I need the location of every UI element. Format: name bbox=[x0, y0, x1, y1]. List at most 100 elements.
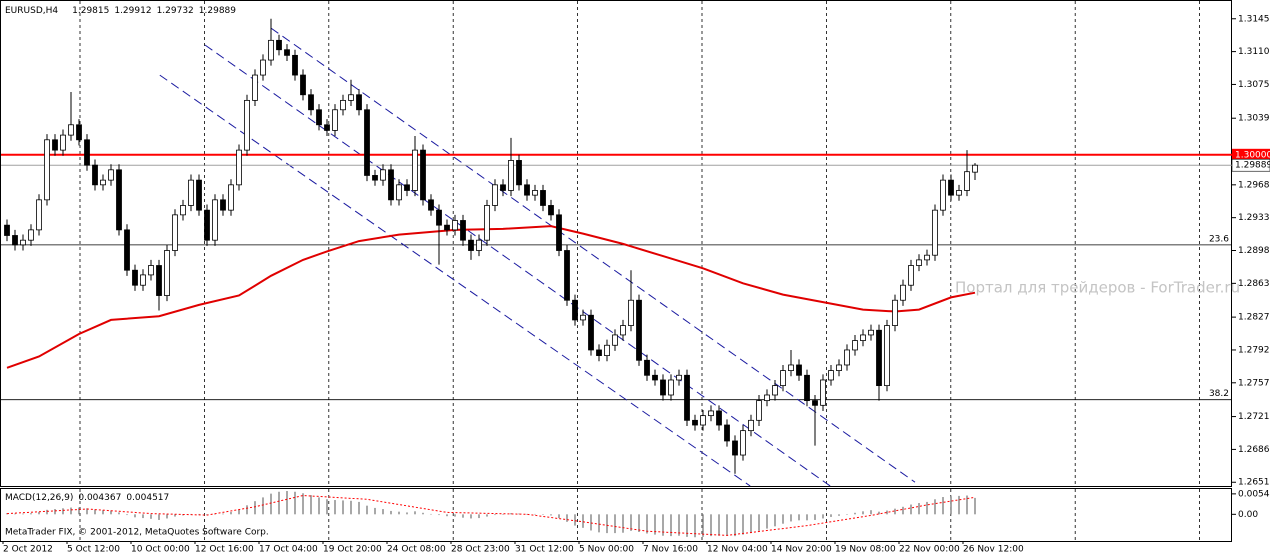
macd-bar bbox=[6, 513, 8, 515]
candle-body bbox=[964, 171, 970, 191]
y-tick-label: 1.28630 bbox=[1238, 279, 1270, 289]
candle-body bbox=[908, 265, 914, 286]
candle-body bbox=[540, 190, 546, 206]
macd-bar bbox=[110, 510, 112, 515]
macd-bar bbox=[438, 514, 440, 516]
candle-body bbox=[556, 214, 562, 251]
candle-body bbox=[452, 220, 458, 231]
y-tick-label: 1.29330 bbox=[1238, 213, 1270, 223]
candle-body bbox=[532, 190, 538, 196]
candle-body bbox=[852, 340, 858, 351]
macd-bar bbox=[606, 514, 608, 534]
macd-bar bbox=[910, 504, 912, 515]
x-tick-label: 5 Oct 12:00 bbox=[67, 545, 120, 555]
macd-bar bbox=[54, 509, 56, 515]
macd-bar bbox=[454, 514, 456, 517]
candle-body bbox=[228, 184, 234, 211]
macd-bar bbox=[710, 514, 712, 537]
candle-body bbox=[92, 164, 98, 186]
macd-bar bbox=[166, 514, 168, 519]
macd-bar bbox=[238, 509, 240, 515]
moving-average bbox=[6, 225, 976, 369]
macd-bar bbox=[726, 514, 728, 536]
x-tick-label: 2 Oct 2012 bbox=[3, 545, 53, 555]
macd-bar bbox=[422, 512, 424, 515]
macd-bar bbox=[302, 493, 304, 515]
candle-body bbox=[868, 329, 874, 336]
last-open: 1.29815 bbox=[72, 6, 109, 16]
macd-bar bbox=[158, 514, 160, 520]
macd-bar bbox=[766, 514, 768, 529]
macd-bar bbox=[630, 514, 632, 531]
candle-body bbox=[36, 199, 42, 231]
x-tick-label: 28 Oct 23:00 bbox=[451, 545, 510, 555]
macd-bar bbox=[862, 511, 864, 515]
macd-bar bbox=[478, 514, 480, 519]
macd-bar bbox=[566, 514, 568, 522]
candle-body bbox=[44, 139, 50, 201]
macd-bar bbox=[150, 514, 152, 519]
fibo-label: 38.2 bbox=[1209, 389, 1229, 399]
plot: 23.6 38.2 bbox=[1, 18, 1232, 538]
candle-body bbox=[396, 184, 402, 201]
macd-bar bbox=[342, 500, 344, 515]
macd-bar bbox=[462, 514, 464, 518]
candle-body bbox=[180, 205, 186, 216]
macd-bar bbox=[406, 512, 408, 515]
candle-body bbox=[404, 184, 410, 191]
candle-body bbox=[476, 239, 482, 251]
macd-bar bbox=[390, 510, 392, 515]
candle-body bbox=[460, 220, 466, 241]
candle-body bbox=[580, 314, 586, 321]
candle-body bbox=[340, 99, 346, 111]
candle-body bbox=[740, 430, 746, 456]
candle-body bbox=[132, 269, 138, 286]
y-tick-label: 1.28980 bbox=[1238, 246, 1270, 256]
macd-bar bbox=[686, 514, 688, 537]
bid-label-box bbox=[1231, 158, 1270, 172]
candle-body bbox=[932, 209, 938, 256]
macd-bar bbox=[694, 514, 696, 538]
candle-body bbox=[836, 364, 842, 371]
fibo-label: 23.6 bbox=[1209, 234, 1229, 244]
macd-bar bbox=[126, 514, 128, 516]
candle-body bbox=[372, 175, 378, 181]
macd-bar bbox=[646, 514, 648, 534]
macd-bar bbox=[974, 497, 976, 515]
candle-body bbox=[860, 334, 866, 341]
macd-bar bbox=[542, 514, 544, 515]
macd-bar bbox=[94, 509, 96, 515]
candle-body bbox=[916, 259, 922, 266]
macd-panel bbox=[0, 488, 1232, 542]
macd-bar bbox=[310, 495, 312, 515]
candle-body bbox=[300, 74, 306, 96]
macd-bar bbox=[382, 509, 384, 515]
candle-body bbox=[188, 179, 194, 206]
macd-bar bbox=[350, 500, 352, 515]
macd-bar bbox=[894, 508, 896, 515]
candle-body bbox=[596, 349, 602, 356]
y-tick-label: 1.27570 bbox=[1238, 378, 1270, 388]
candle-body bbox=[356, 94, 362, 111]
macd-bar bbox=[774, 514, 776, 527]
candle-body bbox=[772, 385, 778, 396]
macd-bar bbox=[470, 514, 472, 519]
macd-bar bbox=[254, 501, 256, 515]
candle-body bbox=[708, 410, 714, 417]
candle-body bbox=[140, 274, 146, 286]
candle-body bbox=[892, 299, 898, 326]
macd-bar bbox=[782, 514, 784, 524]
candle-body bbox=[172, 214, 178, 251]
macd-bar bbox=[590, 514, 592, 531]
macd-bar bbox=[78, 507, 80, 515]
level-label: 1.30000 bbox=[1235, 150, 1270, 160]
macd-bar bbox=[638, 514, 640, 532]
candle-body bbox=[940, 179, 946, 211]
macd-bar bbox=[758, 514, 760, 531]
candle-body bbox=[636, 299, 642, 361]
macd-bar bbox=[926, 501, 928, 515]
macd-bar bbox=[886, 510, 888, 515]
x-tick-label: 19 Nov 08:00 bbox=[835, 545, 896, 555]
x-tick-label: 12 Oct 16:00 bbox=[195, 545, 254, 555]
macd-bar bbox=[614, 514, 616, 534]
